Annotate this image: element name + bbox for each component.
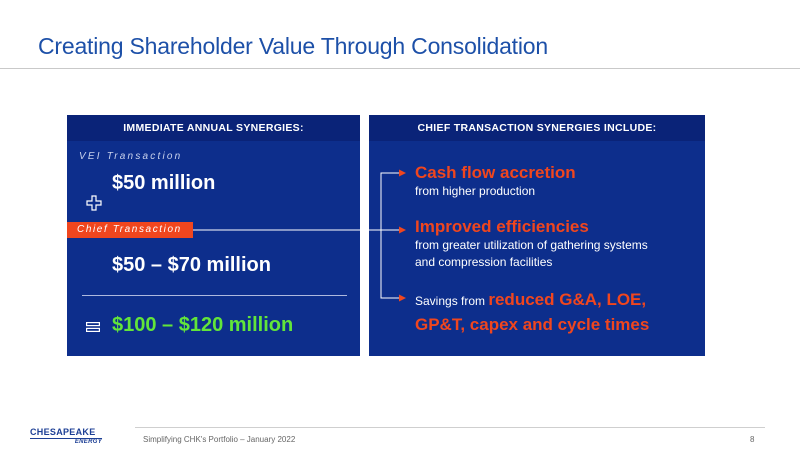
chief-synergies-panel-header: CHIEF TRANSACTION SYNERGIES INCLUDE: — [369, 115, 705, 141]
logo-subtitle: ENERGY — [74, 439, 102, 445]
synergy-item-1-headline: Cash flow accretion — [415, 163, 576, 182]
equals-icon — [86, 322, 100, 332]
chief-transaction-tag: Chief Transaction — [67, 222, 193, 238]
chesapeake-logo: CHESAPEAKE ENERGY — [30, 425, 102, 447]
synergy-item-3-prefix: Savings from — [415, 294, 489, 308]
logo-wordmark: CHESAPEAKE — [30, 427, 96, 437]
page-number: 8 — [750, 435, 755, 444]
chief-synergies-panel: CHIEF TRANSACTION SYNERGIES INCLUDE: Cas… — [369, 115, 705, 356]
plus-icon — [86, 195, 102, 211]
footer-divider — [135, 427, 765, 428]
vei-synergy-value: $50 million — [112, 172, 216, 194]
synergy-item-2-detail: from greater utilization of gathering sy… — [415, 237, 648, 271]
title-divider — [0, 68, 800, 69]
synergy-item-3: Savings from reduced G&A, LOE, GP&T, cap… — [415, 288, 649, 337]
total-synergy-value: $100 – $120 million — [112, 314, 294, 336]
vei-transaction-label: VEI Transaction — [79, 151, 183, 162]
sum-divider — [82, 295, 347, 296]
synergy-item-2-headline: Improved efficiencies — [415, 217, 589, 236]
synergy-item-3-line-1: Savings from reduced G&A, LOE, — [415, 288, 649, 313]
synergy-item-2-detail-line-1: from greater utilization of gathering sy… — [415, 238, 648, 252]
synergy-item-3-headline-line-1: reduced G&A, LOE, — [488, 290, 647, 309]
synergies-panel-header: IMMEDIATE ANNUAL SYNERGIES: — [67, 115, 360, 141]
synergy-item-3-headline-line-2: GP&T, capex and cycle times — [415, 315, 650, 334]
logo-bar — [30, 438, 102, 439]
slide-title: Creating Shareholder Value Through Conso… — [38, 33, 548, 59]
footer-caption: Simplifying CHK's Portfolio – January 20… — [143, 435, 296, 444]
synergy-item-1-detail: from higher production — [415, 184, 536, 198]
chief-synergy-value: $50 – $70 million — [112, 254, 271, 276]
synergy-item-2-detail-line-2: and compression facilities — [415, 255, 553, 269]
